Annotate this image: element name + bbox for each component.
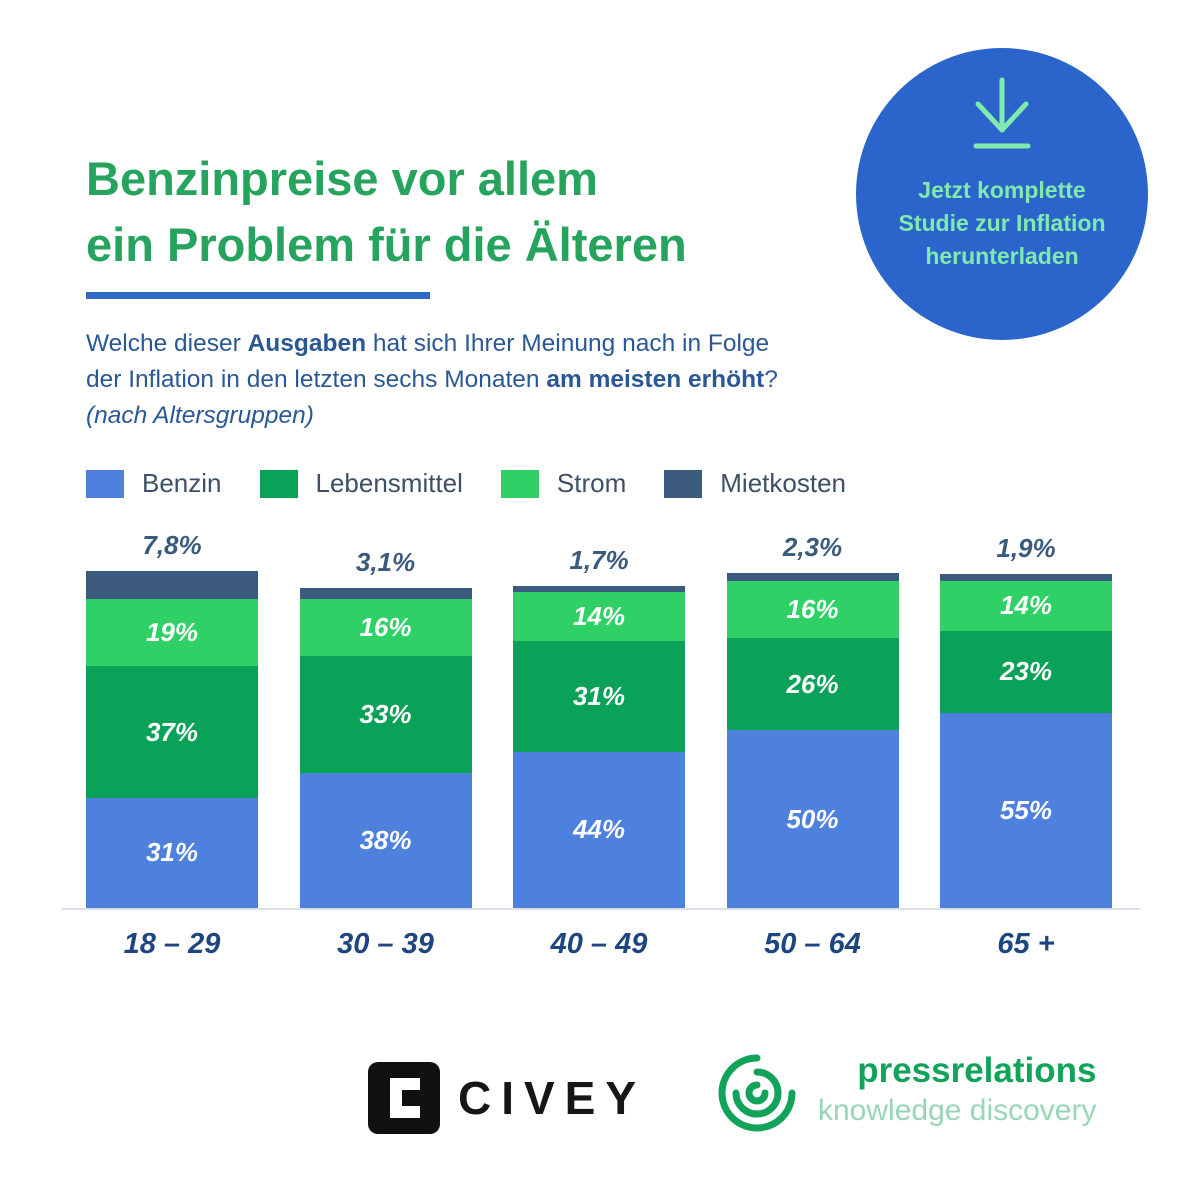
age-group-label: 30 – 39 <box>337 928 434 960</box>
badge-line2: Studie zur Inflation <box>898 210 1106 236</box>
legend-label: Strom <box>556 468 627 498</box>
legend-label: Benzin <box>142 468 222 498</box>
segment-strom: 14% <box>940 580 1112 631</box>
question-text: Welche dieser <box>86 330 248 357</box>
mietkosten-value-label: 7,8% <box>142 530 202 561</box>
age-group-label: 65 + <box>997 928 1055 960</box>
chart-legend: Benzin Lebensmittel Strom Mietkosten <box>86 468 884 499</box>
bar-column: 2,3% 16% 26% 50% <box>726 531 899 908</box>
legend-item-mietkosten: Mietkosten <box>664 468 846 499</box>
segment-benzin: 55% <box>940 712 1112 908</box>
question-text: hat sich Ihrer Meinung nach in Folge <box>366 330 770 357</box>
segment-mietkosten <box>86 571 258 599</box>
question-bold: am meisten erhöht <box>546 366 765 393</box>
lebensmittel-swatch <box>259 469 298 498</box>
page-title-line2: ein Problem für die Älteren <box>86 218 687 271</box>
bar-stack: 19% 37% 31% <box>86 571 258 908</box>
strom-swatch <box>500 469 539 498</box>
pressrelations-logo: pressrelations knowledge discovery <box>714 1050 1096 1136</box>
question-line2: der Inflation in den letzten sechs Monat… <box>86 362 778 398</box>
question-bold: Ausgaben <box>247 330 367 357</box>
age-group-label: 18 – 29 <box>123 928 221 960</box>
segment-benzin: 44% <box>513 751 685 908</box>
survey-question: Welche dieser Ausgaben hat sich Ihrer Me… <box>86 326 778 434</box>
bar-stack: 16% 33% 38% <box>299 587 472 908</box>
segment-benzin: 31% <box>86 797 258 908</box>
legend-label: Lebensmittel <box>315 468 463 498</box>
age-group-label: 40 – 49 <box>550 928 648 960</box>
mietkosten-value-label: 1,9% <box>996 533 1056 564</box>
knowledge-discovery-text: knowledge discovery <box>818 1094 1097 1127</box>
badge-line3: herunterladen <box>925 243 1079 269</box>
bar-column: 3,1% 16% 33% 38% <box>299 546 472 908</box>
legend-item-lebensmittel: Lebensmittel <box>259 468 463 499</box>
mietkosten-value-label: 1,7% <box>569 544 629 575</box>
pressrelations-text-block: pressrelations knowledge discovery <box>818 1050 1096 1130</box>
segment-mietkosten <box>513 585 685 592</box>
mietkosten-swatch <box>664 469 703 498</box>
chart-baseline <box>62 908 1140 910</box>
download-badge-text: Jetzt komplette Studie zur Inflation her… <box>899 174 1106 273</box>
segment-benzin: 50% <box>726 730 899 908</box>
mietkosten-value-label: 2,3% <box>782 531 843 562</box>
civey-logo-icon <box>368 1062 440 1134</box>
bar-column: 7,8% 19% 37% 31% <box>86 531 258 908</box>
benzin-swatch <box>86 469 124 498</box>
bar-stack: 16% 26% 50% <box>726 572 899 908</box>
stacked-bar-chart: 7,8% 19% 37% 31% 3,1% 16% 33% 38% 1,7% 14% 31% 44% 2… <box>86 530 1112 908</box>
question-text: der Inflation in den letzten sechs Monat… <box>86 366 547 393</box>
segment-strom: 14% <box>513 591 685 642</box>
legend-item-benzin: Benzin <box>86 468 222 499</box>
pressrelations-icon <box>718 1054 796 1132</box>
bar-column: 1,9% 14% 23% 55% <box>940 534 1112 908</box>
mietkosten-value-label: 3,1% <box>355 546 416 577</box>
download-arrow-icon <box>973 77 1031 149</box>
age-group-axis: 18 – 29 30 – 39 40 – 49 50 – 64 65 + <box>86 928 1112 961</box>
age-group-label: 50 – 64 <box>764 928 861 960</box>
civey-wordmark: CIVEY <box>458 1072 647 1124</box>
question-text: ? <box>764 366 778 393</box>
segment-lebensmittel: 37% <box>86 666 258 798</box>
segment-lebensmittel: 31% <box>513 641 685 752</box>
page-title-line1: Benzinpreise vor allem <box>86 152 598 205</box>
segment-lebensmittel: 26% <box>726 637 899 731</box>
segment-mietkosten <box>299 587 472 599</box>
pressrelations-wordmark: pressrelations <box>857 1051 1097 1090</box>
bar-stack: 14% 23% 55% <box>940 574 1112 908</box>
segment-strom: 19% <box>86 598 258 667</box>
legend-item-strom: Strom <box>500 468 627 499</box>
segment-strom: 16% <box>299 598 472 656</box>
segment-mietkosten <box>940 574 1112 581</box>
bar-column: 1,7% 14% 31% 44% <box>513 546 685 908</box>
title-underline <box>86 292 430 299</box>
question-line1: Welche dieser Ausgaben hat sich Ihrer Me… <box>86 326 778 362</box>
civey-logo: CIVEY <box>368 1062 646 1134</box>
badge-line1: Jetzt komplette <box>918 177 1086 203</box>
download-study-badge[interactable]: Jetzt komplette Studie zur Inflation her… <box>856 48 1148 340</box>
bar-stack: 14% 31% 44% <box>513 585 685 908</box>
segment-mietkosten <box>726 572 899 581</box>
segment-strom: 16% <box>726 580 899 638</box>
page-title: Benzinpreise vor allem ein Problem für d… <box>86 146 687 278</box>
legend-label: Mietkosten <box>720 468 846 498</box>
segment-lebensmittel: 33% <box>299 655 472 773</box>
segment-lebensmittel: 23% <box>940 630 1112 713</box>
segment-benzin: 38% <box>299 772 472 908</box>
question-subnote: (nach Altersgruppen) <box>86 402 314 429</box>
